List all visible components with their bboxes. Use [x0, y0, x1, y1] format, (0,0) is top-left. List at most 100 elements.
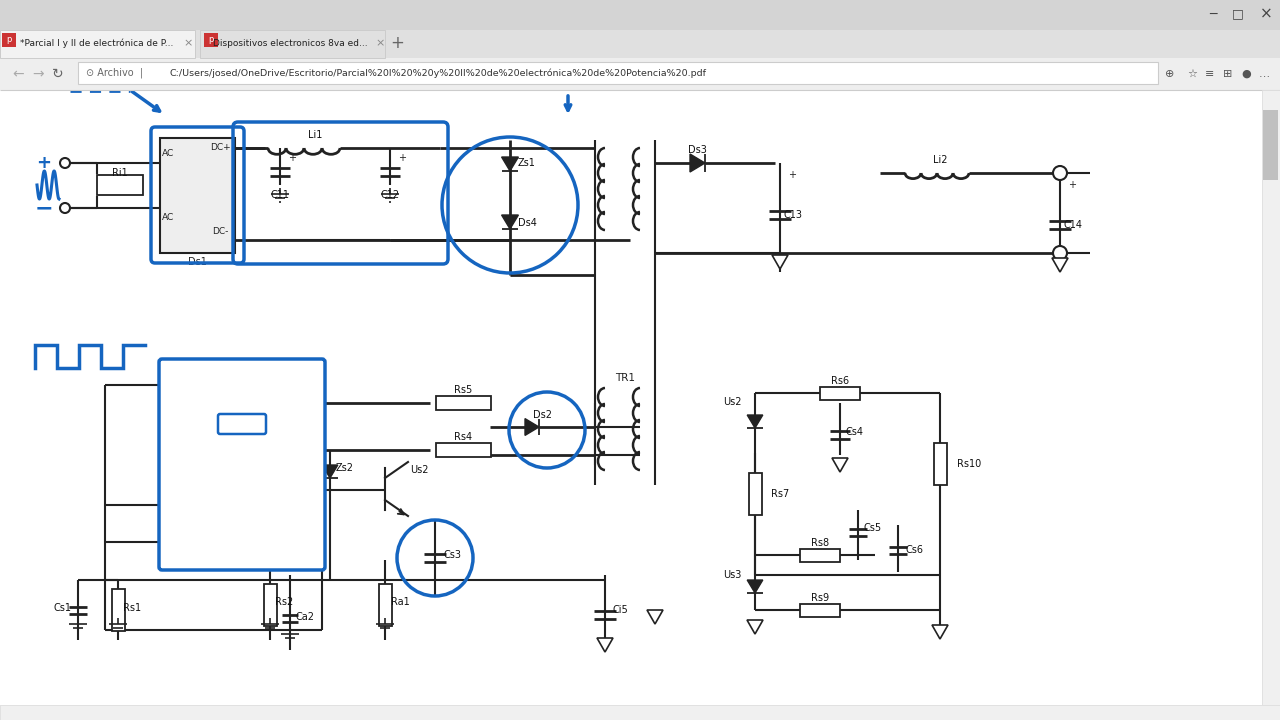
Polygon shape: [502, 215, 518, 229]
Polygon shape: [502, 157, 518, 171]
Text: Ds3: Ds3: [687, 145, 707, 155]
Text: TEA152x: TEA152x: [201, 451, 279, 466]
Text: C:/Users/josed/OneDrive/Escritorio/Parcial%20I%20%20y%20II%20de%20electrónica%20: C:/Users/josed/OneDrive/Escritorio/Parci…: [170, 68, 707, 78]
Bar: [264, 584, 276, 626]
Text: ⊞: ⊞: [1224, 69, 1233, 79]
Text: Zs1: Zs1: [518, 158, 536, 168]
Text: +: +: [37, 154, 51, 172]
Text: ●: ●: [1242, 69, 1251, 79]
Text: +: +: [788, 170, 796, 180]
Bar: [160, 138, 236, 253]
FancyBboxPatch shape: [159, 359, 325, 570]
Text: Dispositivos electronicos 8va ed...: Dispositivos electronicos 8va ed...: [212, 38, 367, 48]
Text: ─: ─: [1210, 7, 1217, 20]
Bar: [435, 396, 490, 410]
Bar: [0, 30, 1280, 58]
Polygon shape: [932, 625, 948, 639]
Bar: [1228, 4, 1249, 26]
Text: ×: ×: [1260, 6, 1272, 22]
Polygon shape: [748, 580, 763, 593]
Text: ×: ×: [375, 38, 385, 48]
Text: Ca2: Ca2: [296, 612, 315, 622]
Text: Vco: Vco: [233, 419, 252, 429]
Bar: [800, 603, 840, 616]
Text: C11: C11: [270, 190, 289, 200]
Text: *Parcial I y II de electrónica de P...: *Parcial I y II de electrónica de P...: [20, 38, 174, 48]
Text: ⊕: ⊕: [1165, 69, 1175, 79]
Text: C12: C12: [380, 190, 399, 200]
Polygon shape: [690, 154, 705, 172]
Text: AC: AC: [161, 214, 174, 222]
Text: Cs4: Cs4: [846, 427, 864, 437]
Bar: [0, 30, 195, 58]
Text: Rs1: Rs1: [123, 603, 141, 613]
Text: Cs3: Cs3: [443, 550, 461, 560]
Text: Li2: Li2: [933, 155, 947, 165]
Text: Us2: Us2: [410, 465, 429, 475]
Text: +: +: [390, 34, 404, 52]
Text: Ds4: Ds4: [517, 218, 536, 228]
Text: Rs8: Rs8: [812, 538, 829, 548]
Text: +: +: [288, 153, 296, 163]
Text: C14: C14: [1064, 220, 1083, 230]
Text: Ra1: Ra1: [390, 597, 410, 607]
Bar: [1263, 110, 1277, 180]
Text: Rs6: Rs6: [831, 376, 849, 386]
Polygon shape: [168, 207, 180, 222]
Polygon shape: [525, 418, 539, 436]
Bar: [0, 58, 1280, 90]
Polygon shape: [200, 157, 212, 173]
Circle shape: [1053, 246, 1068, 260]
Polygon shape: [596, 638, 613, 652]
Text: ≡: ≡: [1206, 69, 1215, 79]
Text: Us3: Us3: [723, 570, 742, 580]
Bar: [204, 33, 218, 47]
Text: Rs7: Rs7: [771, 489, 790, 499]
Text: ←: ←: [13, 67, 24, 81]
Text: Ds2: Ds2: [532, 410, 552, 420]
Text: Cs6: Cs6: [905, 545, 923, 555]
Text: TR1: TR1: [614, 373, 635, 383]
Bar: [1254, 4, 1277, 26]
Polygon shape: [323, 465, 338, 478]
Text: Li1: Li1: [307, 130, 323, 140]
Text: Rs9: Rs9: [812, 593, 829, 603]
Bar: [200, 30, 385, 58]
Bar: [379, 584, 392, 626]
Bar: [933, 443, 946, 485]
Bar: [1262, 90, 1280, 705]
Bar: [800, 549, 840, 562]
Polygon shape: [200, 207, 212, 222]
Text: +: +: [1068, 180, 1076, 190]
Bar: [0, 0, 1280, 30]
Text: ⊙ Archivo  |: ⊙ Archivo |: [86, 68, 143, 78]
Text: Ci5: Ci5: [612, 605, 628, 615]
Polygon shape: [646, 610, 663, 624]
Polygon shape: [832, 458, 849, 472]
Text: Rs10: Rs10: [957, 459, 982, 469]
Bar: [0, 90, 1262, 705]
Bar: [820, 387, 860, 400]
Text: RC: RC: [186, 500, 200, 510]
Text: Rs5: Rs5: [454, 385, 472, 395]
Polygon shape: [1052, 258, 1068, 272]
Text: Rs2: Rs2: [275, 597, 293, 607]
Text: →: →: [32, 67, 44, 81]
Bar: [0, 705, 1280, 720]
Circle shape: [60, 158, 70, 168]
Bar: [97, 175, 143, 195]
Bar: [3, 33, 15, 47]
Text: p: p: [209, 35, 214, 45]
Text: Drm: Drm: [197, 380, 219, 390]
Polygon shape: [772, 255, 788, 269]
Text: Aux: Aux: [238, 398, 259, 408]
Text: +: +: [398, 153, 406, 163]
Text: Rs4: Rs4: [454, 432, 472, 442]
Text: ×: ×: [183, 38, 193, 48]
Text: Reg: Reg: [242, 500, 262, 510]
Text: Us2: Us2: [723, 397, 742, 407]
Text: Zs2: Zs2: [335, 463, 355, 473]
Polygon shape: [168, 157, 180, 173]
Bar: [78, 62, 1158, 84]
Text: Cs5: Cs5: [864, 523, 882, 533]
